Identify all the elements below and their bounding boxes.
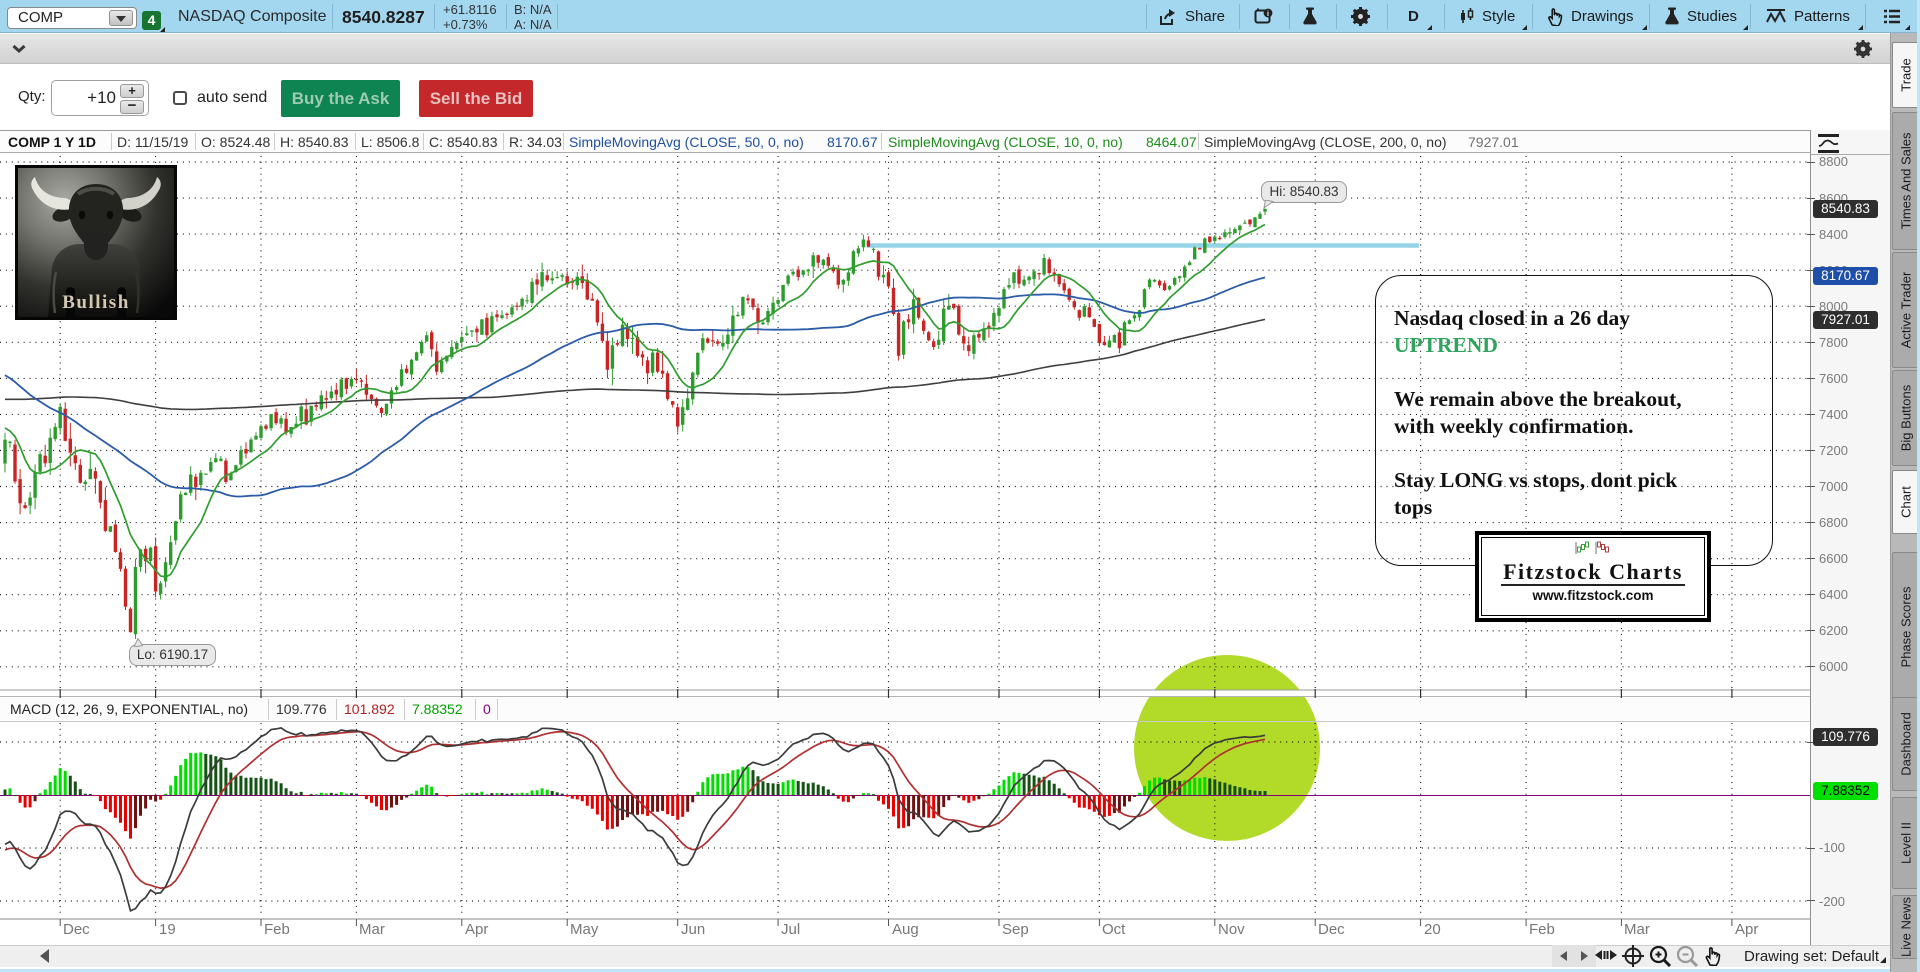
- svg-text:i: i: [1267, 11, 1269, 18]
- svg-text:Bullish: Bullish: [62, 292, 130, 313]
